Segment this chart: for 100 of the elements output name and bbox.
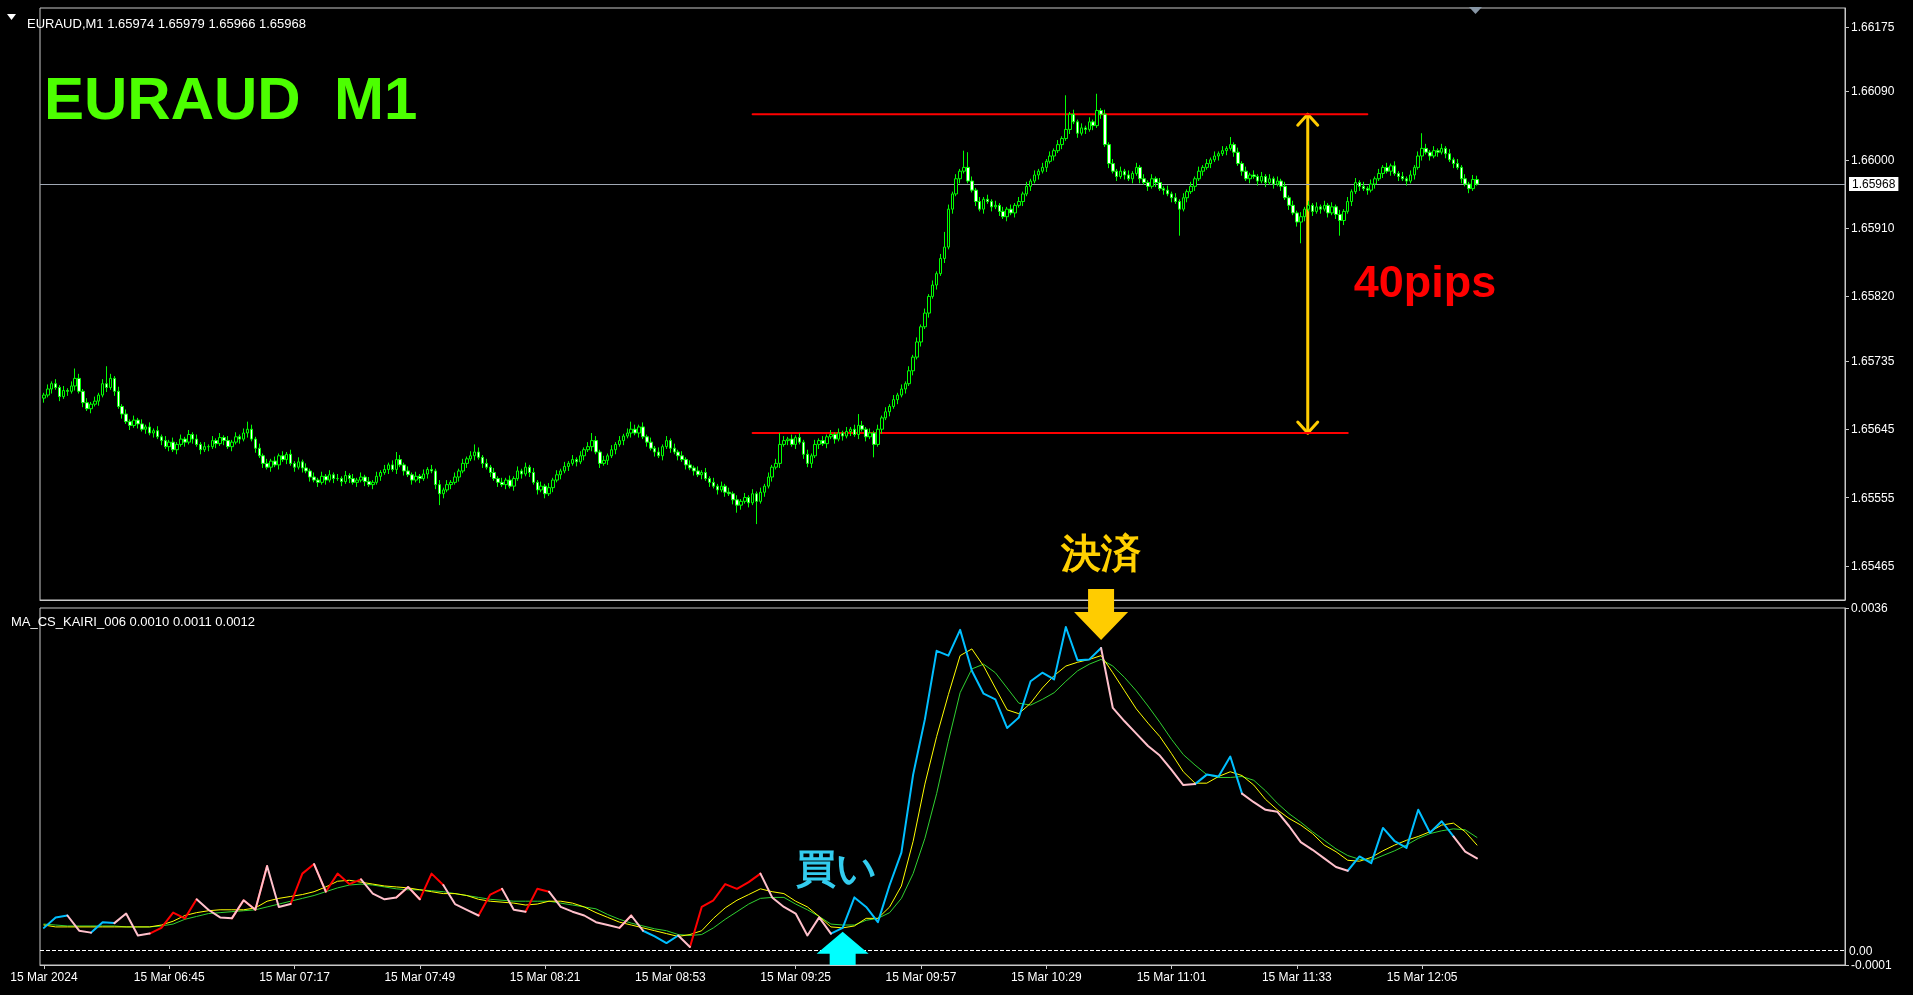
- candlestick: [414, 471, 418, 483]
- candlestick: [222, 434, 226, 446]
- candlestick: [1475, 175, 1479, 187]
- candlestick: [375, 471, 378, 486]
- candlestick: [164, 435, 167, 450]
- candlestick: [571, 454, 574, 467]
- candlestick: [340, 475, 343, 487]
- candlestick: [590, 432, 594, 452]
- candlestick: [778, 432, 782, 469]
- candlestick: [633, 424, 637, 436]
- candlestick: [790, 434, 794, 448]
- candlestick: [1272, 175, 1275, 190]
- candlestick: [547, 482, 551, 497]
- candlestick: [62, 385, 65, 400]
- candlestick: [669, 437, 672, 454]
- candlestick: [1432, 145, 1436, 159]
- candlestick: [1358, 179, 1361, 192]
- candlestick: [998, 202, 1001, 217]
- candlestick: [297, 456, 300, 470]
- candlestick: [543, 483, 547, 499]
- candlestick: [269, 458, 273, 473]
- candlestick: [1123, 168, 1126, 181]
- x-tick-label: 15 Mar 2024: [10, 970, 78, 984]
- candlestick: [301, 459, 304, 473]
- candlestick: [171, 437, 175, 453]
- candlestick: [1369, 179, 1373, 193]
- y-tick-label: 1.66000: [1851, 152, 1895, 167]
- candlestick: [849, 426, 852, 437]
- candlestick: [723, 483, 727, 498]
- candlestick: [579, 450, 582, 465]
- candlestick: [89, 401, 93, 414]
- candlestick: [1001, 206, 1005, 220]
- candlestick: [218, 432, 222, 447]
- candlestick: [277, 453, 281, 470]
- y-tick-label: 1.65645: [1851, 422, 1895, 437]
- candlestick: [1444, 145, 1447, 159]
- candlestick: [140, 418, 144, 433]
- candlestick: [246, 421, 249, 439]
- candlestick: [500, 477, 504, 488]
- candlestick: [1440, 143, 1443, 155]
- candlestick: [1264, 173, 1267, 188]
- candlestick: [1276, 175, 1279, 187]
- candlestick: [367, 476, 371, 488]
- chart-title: MA_CS_KAIRI_006 0.0010 0.0011 0.0012: [11, 614, 256, 629]
- candlestick: [344, 470, 347, 485]
- candlestick: [312, 471, 316, 483]
- candlestick: [50, 380, 53, 395]
- candlestick: [582, 446, 586, 461]
- candlestick: [524, 462, 527, 477]
- candlestick: [320, 471, 324, 486]
- candlestick: [1005, 206, 1009, 222]
- candlestick: [359, 471, 363, 483]
- candlestick: [1409, 169, 1412, 184]
- candlestick: [794, 434, 797, 450]
- candlestick: [211, 435, 214, 450]
- candlestick: [1268, 173, 1271, 186]
- candlestick: [1326, 202, 1330, 218]
- x-tick-label: 15 Mar 11:01: [1136, 970, 1207, 984]
- y-tick-label: 1.65465: [1851, 558, 1895, 573]
- candlestick: [226, 435, 230, 450]
- candlestick: [837, 427, 840, 442]
- candlestick: [720, 481, 723, 493]
- candlestick: [1095, 93, 1099, 129]
- ref-line-label: 1.65968: [1852, 177, 1896, 192]
- candlestick: [191, 431, 194, 445]
- y-tick-label: 1.65735: [1851, 353, 1895, 368]
- candlestick: [1088, 116, 1091, 133]
- candlestick: [1217, 150, 1220, 162]
- candlestick: [187, 429, 191, 445]
- x-tick-label: 15 Mar 07:49: [384, 970, 456, 984]
- candlestick: [1256, 173, 1259, 187]
- candlestick: [1158, 177, 1162, 192]
- candlestick: [1319, 204, 1322, 215]
- y-tick-label: -0.0001: [1851, 958, 1893, 972]
- ref-line-label: 0.00: [1849, 943, 1873, 958]
- x-tick-label: 15 Mar 11:33: [1261, 970, 1333, 984]
- candlestick: [132, 415, 136, 429]
- x-tick-label: 15 Mar 08:53: [635, 970, 707, 984]
- candlestick: [1119, 166, 1122, 180]
- candlestick: [1389, 163, 1393, 177]
- y-tick-label: 1.65910: [1851, 221, 1895, 236]
- candlestick: [136, 417, 140, 429]
- candlestick: [363, 474, 367, 487]
- candlestick: [379, 469, 382, 482]
- candlestick: [1138, 164, 1142, 184]
- candlestick: [203, 441, 206, 453]
- candlestick: [351, 473, 355, 486]
- candlestick: [1401, 171, 1404, 182]
- candlestick: [821, 435, 825, 447]
- annotation: EURAUD M1: [44, 64, 418, 132]
- candlestick: [786, 436, 790, 446]
- candlestick: [841, 430, 844, 442]
- x-tick-label: 15 Mar 10:29: [1010, 970, 1082, 984]
- candlestick: [1260, 171, 1263, 184]
- y-tick-label: 1.66175: [1851, 19, 1895, 34]
- candlestick: [214, 437, 218, 449]
- candlestick: [285, 451, 288, 465]
- annotation: 40pips: [1353, 256, 1497, 308]
- candlestick: [1436, 147, 1440, 158]
- candlestick: [1080, 122, 1083, 137]
